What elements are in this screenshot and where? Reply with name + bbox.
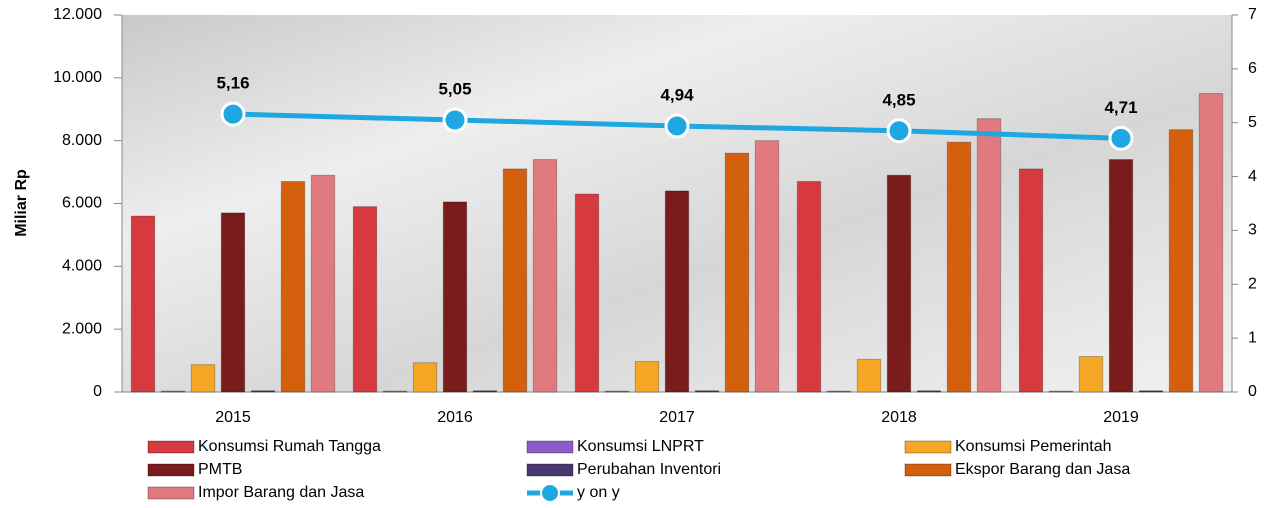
bar [725, 153, 748, 392]
legend-label: Konsumsi Pemerintah [955, 438, 1112, 455]
bar [473, 391, 496, 392]
bar [1139, 391, 1162, 392]
bar [1109, 160, 1132, 392]
bar [413, 363, 436, 392]
value-label: 4,85 [882, 90, 915, 109]
value-label: 4,71 [1104, 98, 1137, 117]
bar [635, 362, 658, 392]
chart: Miliar Rp 0 2.000 4.000 6.000 8.000 10.000 12.… [0, 0, 1275, 508]
x-tick-label: 2015 [215, 409, 251, 426]
legend-marker [541, 484, 559, 502]
legend-swatch [148, 464, 194, 476]
y2-tick-label: 7 [1248, 6, 1257, 23]
bar [353, 207, 376, 392]
y2-tick-label: 2 [1248, 276, 1257, 293]
bar [695, 391, 718, 392]
bar [503, 169, 526, 392]
bar [161, 391, 184, 392]
legend-label: PMTB [198, 461, 242, 478]
legend-label: y on y [577, 484, 620, 501]
value-label: 5,05 [438, 80, 471, 99]
y2-tick-label: 1 [1248, 329, 1257, 346]
marker [222, 103, 244, 125]
x-tick-label: 2018 [881, 409, 917, 426]
legend-swatch [148, 441, 194, 453]
bar [281, 182, 304, 392]
y-tick-label: 0 [93, 383, 102, 400]
y-tick-label: 10.000 [53, 69, 102, 86]
value-label: 4,94 [660, 85, 694, 104]
bar [383, 391, 406, 392]
bar [575, 194, 598, 392]
bar [191, 365, 214, 392]
legend-label: Konsumsi Rumah Tangga [198, 438, 381, 455]
y-tick-label: 4.000 [62, 258, 102, 275]
legend-swatch [527, 441, 573, 453]
bar [797, 182, 820, 392]
y2-tick-label: 6 [1248, 60, 1257, 77]
legend-swatch [905, 464, 951, 476]
y2-tick-label: 4 [1248, 168, 1257, 185]
legend-swatch [905, 441, 951, 453]
value-label: 5,16 [216, 74, 249, 93]
bar [1199, 94, 1222, 392]
marker [1110, 127, 1132, 149]
marker [444, 109, 466, 131]
bar [977, 119, 1000, 392]
bar [857, 359, 880, 392]
legend-swatch [148, 487, 194, 499]
marker [888, 120, 910, 142]
bar [443, 202, 466, 392]
bar [665, 191, 688, 392]
y2-tick-label: 3 [1248, 222, 1257, 239]
legend-label: Ekspor Barang dan Jasa [955, 461, 1130, 478]
legend-label: Perubahan Inventori [577, 461, 721, 478]
legend-label: Impor Barang dan Jasa [198, 484, 364, 501]
bar [1019, 169, 1042, 392]
y2-tick-label: 5 [1248, 114, 1257, 131]
bar [827, 391, 850, 392]
x-tick-label: 2017 [659, 409, 695, 426]
y-tick-label: 2.000 [62, 320, 102, 337]
bar [917, 391, 940, 392]
bar [1169, 130, 1192, 392]
bar [131, 216, 154, 392]
x-tick-label: 2016 [437, 409, 473, 426]
y-tick-label: 8.000 [62, 132, 102, 149]
bar [251, 391, 274, 392]
y-tick-label: 6.000 [62, 195, 102, 212]
legend-label: Konsumsi LNPRT [577, 438, 704, 455]
bar [533, 160, 556, 392]
bar [755, 141, 778, 392]
bar [311, 175, 334, 392]
legend-swatch [527, 464, 573, 476]
bar [605, 391, 628, 392]
bar [887, 175, 910, 392]
bar [1049, 391, 1072, 392]
bar [947, 142, 970, 392]
bar [221, 213, 244, 392]
bar [1079, 356, 1102, 392]
y-tick-label: 12.000 [53, 6, 102, 23]
y-axis-label: Miliar Rp [13, 169, 30, 237]
marker [666, 115, 688, 137]
y2-tick-label: 0 [1248, 383, 1257, 400]
x-tick-label: 2019 [1103, 409, 1139, 426]
